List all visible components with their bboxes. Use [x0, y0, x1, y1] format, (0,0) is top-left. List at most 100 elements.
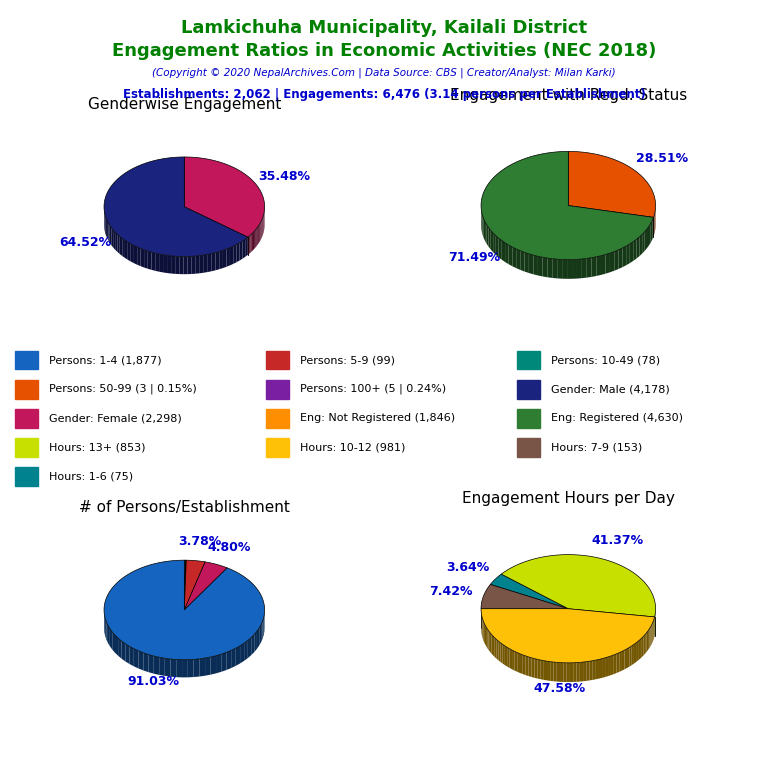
Text: Engagement Ratios in Economic Activities (NEC 2018): Engagement Ratios in Economic Activities… — [112, 42, 656, 60]
Polygon shape — [184, 257, 187, 274]
Polygon shape — [165, 658, 170, 677]
Polygon shape — [624, 649, 627, 670]
Polygon shape — [137, 247, 141, 266]
Text: 7.42%: 7.42% — [429, 585, 473, 598]
Polygon shape — [590, 660, 593, 680]
Polygon shape — [481, 609, 654, 663]
Polygon shape — [596, 256, 601, 276]
Polygon shape — [640, 638, 642, 659]
Polygon shape — [184, 157, 265, 237]
Polygon shape — [245, 237, 248, 257]
Text: 91.03%: 91.03% — [127, 675, 180, 687]
Polygon shape — [496, 236, 498, 257]
Polygon shape — [562, 260, 567, 279]
Polygon shape — [159, 657, 165, 676]
Polygon shape — [487, 629, 488, 650]
Text: 41.37%: 41.37% — [592, 535, 644, 547]
Polygon shape — [105, 618, 106, 640]
Polygon shape — [586, 661, 590, 681]
Polygon shape — [577, 259, 582, 279]
Polygon shape — [216, 654, 221, 674]
Text: Gender: Male (4,178): Gender: Male (4,178) — [551, 384, 670, 394]
Polygon shape — [485, 222, 487, 244]
Polygon shape — [548, 258, 552, 278]
Polygon shape — [125, 240, 127, 260]
Polygon shape — [138, 650, 144, 670]
Text: Persons: 1-4 (1,877): Persons: 1-4 (1,877) — [49, 355, 162, 365]
Polygon shape — [507, 647, 510, 668]
Polygon shape — [605, 253, 610, 273]
Polygon shape — [484, 219, 485, 241]
Polygon shape — [651, 623, 653, 644]
Polygon shape — [505, 243, 508, 264]
Polygon shape — [112, 632, 115, 653]
Polygon shape — [498, 238, 502, 260]
Polygon shape — [163, 255, 167, 273]
Text: Persons: 10-49 (78): Persons: 10-49 (78) — [551, 355, 660, 365]
Polygon shape — [115, 635, 118, 656]
Polygon shape — [490, 574, 568, 609]
Polygon shape — [108, 625, 110, 646]
Polygon shape — [248, 637, 251, 658]
Polygon shape — [200, 255, 204, 273]
Polygon shape — [106, 622, 108, 643]
Polygon shape — [134, 649, 138, 668]
Polygon shape — [619, 651, 622, 672]
Polygon shape — [107, 220, 108, 240]
Polygon shape — [634, 240, 637, 261]
Polygon shape — [237, 243, 240, 262]
Polygon shape — [637, 237, 640, 259]
Polygon shape — [605, 657, 608, 677]
Bar — [15, 350, 38, 369]
Polygon shape — [176, 660, 182, 677]
Polygon shape — [627, 647, 630, 668]
Polygon shape — [552, 259, 557, 278]
Polygon shape — [502, 554, 656, 617]
Polygon shape — [602, 658, 605, 678]
Polygon shape — [647, 631, 648, 652]
Text: Eng: Registered (4,630): Eng: Registered (4,630) — [551, 413, 683, 423]
Polygon shape — [512, 650, 515, 670]
Polygon shape — [518, 653, 520, 673]
Polygon shape — [210, 656, 216, 674]
Polygon shape — [650, 625, 651, 646]
Polygon shape — [591, 257, 596, 277]
Polygon shape — [523, 655, 525, 675]
Polygon shape — [257, 628, 260, 649]
Polygon shape — [529, 253, 533, 274]
Polygon shape — [630, 646, 632, 667]
Polygon shape — [184, 562, 227, 610]
Polygon shape — [560, 663, 563, 682]
Polygon shape — [535, 659, 538, 679]
Polygon shape — [192, 256, 196, 274]
Polygon shape — [144, 250, 147, 269]
Polygon shape — [550, 662, 554, 681]
Polygon shape — [106, 218, 107, 238]
Polygon shape — [617, 653, 619, 673]
Polygon shape — [482, 216, 484, 238]
Polygon shape — [583, 662, 586, 681]
Polygon shape — [490, 633, 492, 654]
Polygon shape — [170, 659, 176, 677]
Polygon shape — [573, 663, 577, 682]
Polygon shape — [127, 242, 131, 262]
Text: 28.51%: 28.51% — [636, 152, 688, 165]
Bar — [266, 350, 289, 369]
Polygon shape — [649, 223, 650, 245]
Polygon shape — [125, 644, 130, 664]
Text: 47.58%: 47.58% — [533, 683, 585, 696]
Text: Persons: 5-9 (99): Persons: 5-9 (99) — [300, 355, 395, 365]
Polygon shape — [184, 560, 186, 610]
Polygon shape — [249, 235, 250, 253]
Text: Persons: 50-99 (3 | 0.15%): Persons: 50-99 (3 | 0.15%) — [49, 384, 197, 395]
Polygon shape — [622, 650, 624, 670]
Polygon shape — [567, 663, 570, 682]
Polygon shape — [254, 230, 255, 249]
Polygon shape — [233, 244, 237, 264]
Polygon shape — [487, 225, 488, 247]
Polygon shape — [648, 629, 650, 650]
Polygon shape — [255, 229, 257, 248]
Polygon shape — [645, 633, 647, 654]
Polygon shape — [111, 227, 113, 247]
Polygon shape — [221, 652, 227, 672]
